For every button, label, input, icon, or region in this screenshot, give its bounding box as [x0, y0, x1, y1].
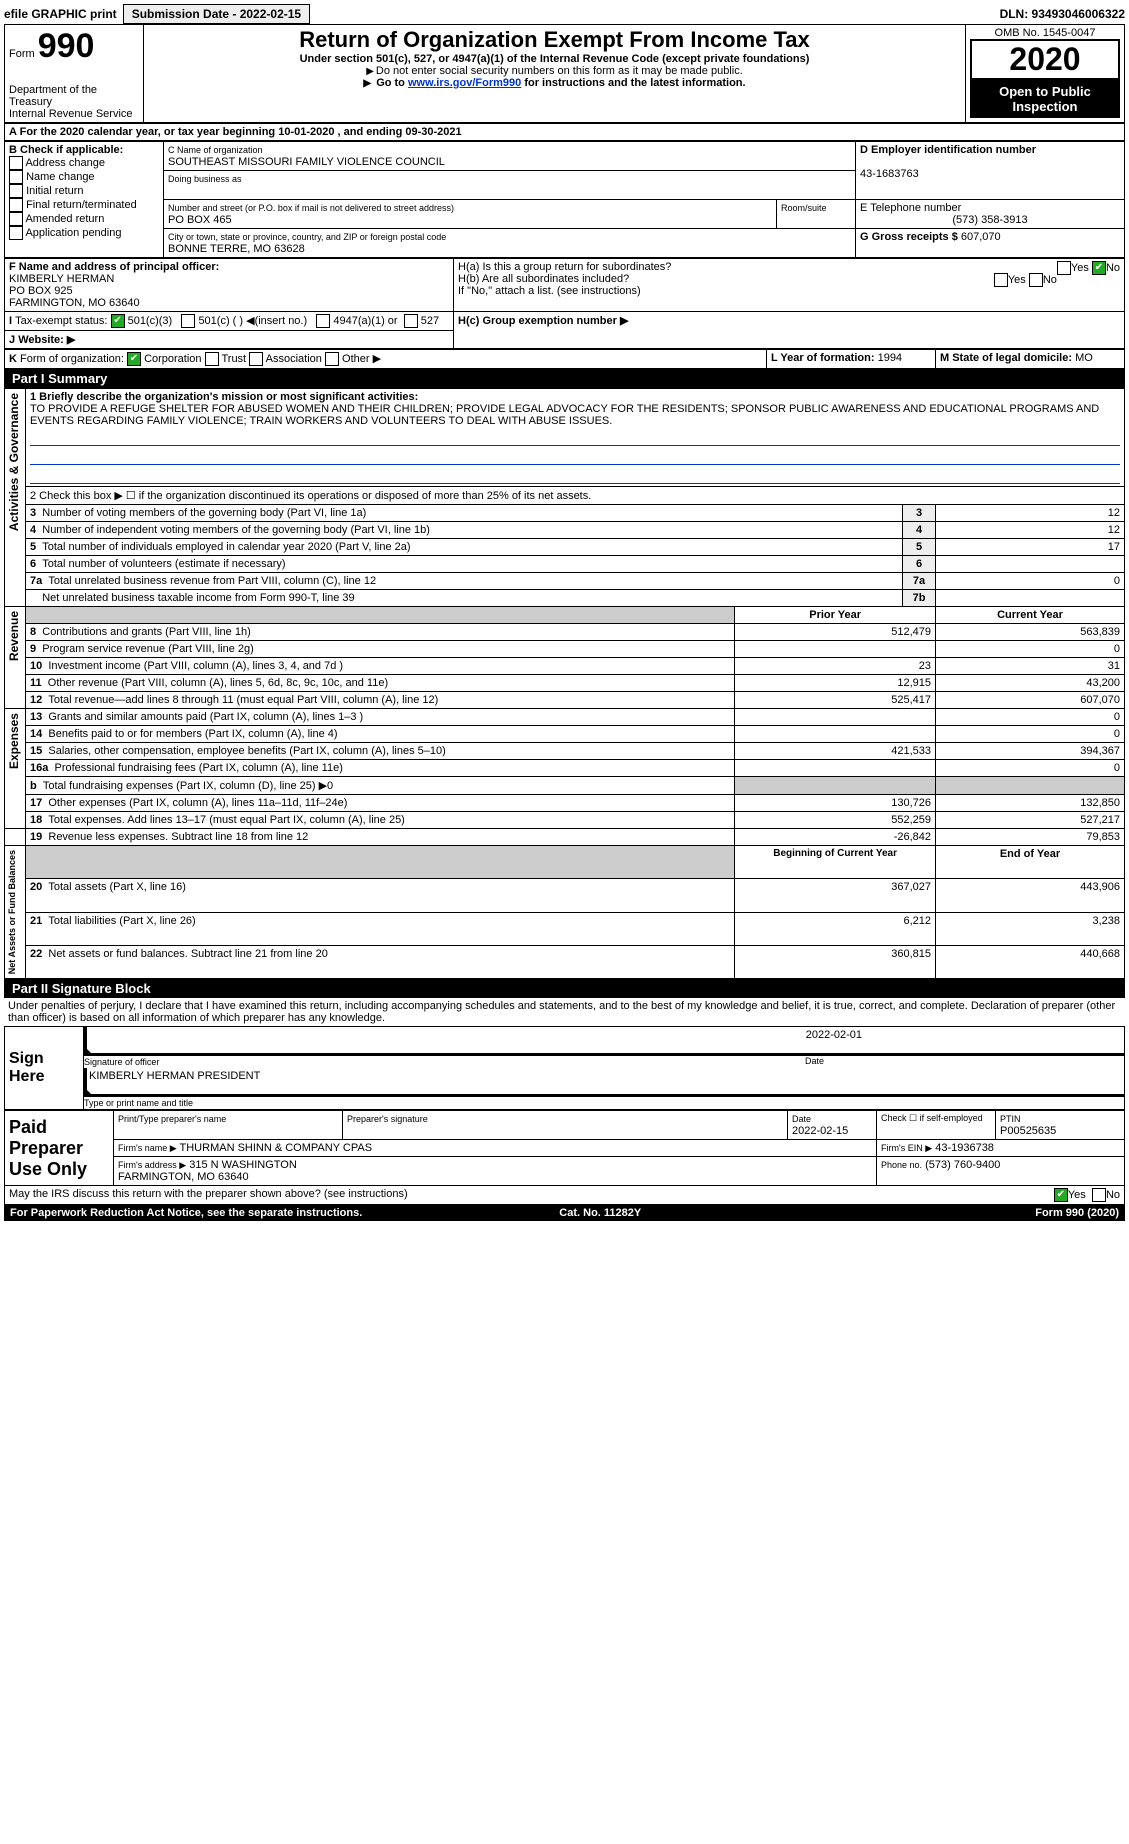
open-public-badge: Open to Public Inspection: [970, 80, 1120, 118]
rev-row: 8 Contributions and grants (Part VIII, l…: [5, 624, 1125, 641]
part1-table: Activities & Governance 1 Briefly descri…: [4, 388, 1125, 979]
form-number: 990: [38, 27, 95, 65]
gov-label: Activities & Governance: [5, 389, 23, 535]
street-address: PO BOX 465: [168, 214, 232, 226]
form-subtitle: Under section 501(c), 527, or 4947(a)(1)…: [148, 53, 961, 65]
pra-notice: For Paperwork Reduction Act Notice, see …: [10, 1207, 362, 1219]
firm-name: THURMAN SHINN & COMPANY CPAS: [180, 1142, 373, 1154]
net-row: 20 Total assets (Part X, line 16)367,027…: [5, 879, 1125, 912]
sign-here-label: Sign Here: [5, 1027, 84, 1110]
period-row: A For the 2020 calendar year, or tax yea…: [4, 123, 1125, 141]
ein-value: 43-1683763: [860, 168, 919, 180]
org-name: SOUTHEAST MISSOURI FAMILY VIOLENCE COUNC…: [168, 156, 445, 168]
form-org-row: K Form of organization: Corporation Trus…: [4, 349, 1125, 369]
ha-no-checkbox[interactable]: [1092, 261, 1106, 275]
net-row: 21 Total liabilities (Part X, line 26)6,…: [5, 912, 1125, 945]
app-pending-checkbox[interactable]: [9, 226, 23, 240]
form-page: Form 990 (2020): [1035, 1207, 1119, 1219]
gov-row: 3 Number of voting members of the govern…: [5, 505, 1125, 522]
final-return-checkbox[interactable]: [9, 198, 23, 212]
officer-name: KIMBERLY HERMAN: [9, 273, 114, 285]
firm-ein: 43-1936738: [935, 1142, 994, 1154]
omb-number: OMB No. 1545-0047: [970, 27, 1120, 39]
assoc-checkbox[interactable]: [249, 352, 263, 366]
part1-header: Part I Summary: [4, 369, 1125, 388]
goto-prefix: Go to: [376, 77, 408, 89]
form-header: Form 990 Department of the Treasury Inte…: [4, 24, 1125, 123]
gov-row: 5 Total number of individuals employed i…: [5, 539, 1125, 556]
exp-row: 16a Professional fundraising fees (Part …: [5, 760, 1125, 777]
rev-label: Revenue: [5, 607, 23, 665]
discuss-no-checkbox[interactable]: [1092, 1188, 1106, 1202]
firm-phone: (573) 760-9400: [925, 1159, 1000, 1171]
rev-row: 11 Other revenue (Part VIII, column (A),…: [5, 675, 1125, 692]
phone-value: (573) 358-3913: [860, 214, 1120, 226]
gov-row: Net unrelated business taxable income fr…: [5, 590, 1125, 607]
4947-checkbox[interactable]: [316, 314, 330, 328]
discuss-yes-checkbox[interactable]: [1054, 1188, 1068, 1202]
ptin: P00525635: [1000, 1125, 1056, 1137]
year-formation: 1994: [878, 352, 902, 364]
exp-label: Expenses: [5, 709, 23, 773]
form-title: Return of Organization Exempt From Incom…: [148, 27, 961, 53]
state-domicile: MO: [1075, 352, 1093, 364]
part2-header: Part II Signature Block: [4, 979, 1125, 998]
trust-checkbox[interactable]: [205, 352, 219, 366]
exp-row: 18 Total expenses. Add lines 13–17 (must…: [5, 812, 1125, 829]
paid-preparer-label: Paid Preparer Use Only: [5, 1111, 114, 1186]
name-change-checkbox[interactable]: [9, 170, 23, 184]
initial-return-checkbox[interactable]: [9, 184, 23, 198]
501c3-checkbox[interactable]: [111, 314, 125, 328]
exp-row: 15 Salaries, other compensation, employe…: [5, 743, 1125, 760]
goto-suffix: for instructions and the latest informat…: [524, 77, 745, 89]
net-row: 22 Net assets or fund balances. Subtract…: [5, 946, 1125, 979]
hb-yes-checkbox[interactable]: [994, 273, 1008, 287]
exp-row: 14 Benefits paid to or for members (Part…: [5, 726, 1125, 743]
perjury-text: Under penalties of perjury, I declare th…: [4, 998, 1125, 1026]
dln: DLN: 93493046006322: [1000, 7, 1125, 21]
gov-row: 4 Number of independent voting members o…: [5, 522, 1125, 539]
entity-info: B Check if applicable: Address change Na…: [4, 141, 1125, 258]
rev-row: 10 Investment income (Part VIII, column …: [5, 658, 1125, 675]
rev-row: 9 Program service revenue (Part VIII, li…: [5, 641, 1125, 658]
exp-row: 17 Other expenses (Part IX, column (A), …: [5, 795, 1125, 812]
gov-row: 6 Total number of volunteers (estimate i…: [5, 556, 1125, 573]
tax-year: 2020: [970, 39, 1120, 80]
gov-row: 7a Total unrelated business revenue from…: [5, 573, 1125, 590]
527-checkbox[interactable]: [404, 314, 418, 328]
line2: 2 Check this box ▶ ☐ if the organization…: [26, 487, 1125, 505]
exp-row: 19 Revenue less expenses. Subtract line …: [5, 829, 1125, 846]
ssn-note: Do not enter social security numbers on …: [148, 65, 961, 77]
paid-preparer: Paid Preparer Use Only Print/Type prepar…: [4, 1110, 1125, 1205]
efile-label: efile GRAPHIC print: [4, 7, 117, 21]
corp-checkbox[interactable]: [127, 352, 141, 366]
top-bar: efile GRAPHIC print Submission Date - 20…: [4, 4, 1125, 24]
mission-text: TO PROVIDE A REFUGE SHELTER FOR ABUSED W…: [30, 403, 1099, 427]
period-text: A For the 2020 calendar year, or tax yea…: [5, 124, 1125, 141]
footer: For Paperwork Reduction Act Notice, see …: [4, 1205, 1125, 1221]
officer-group-info: F Name and address of principal officer:…: [4, 258, 1125, 349]
rev-row: 12 Total revenue—add lines 8 through 11 …: [5, 692, 1125, 709]
amended-checkbox[interactable]: [9, 212, 23, 226]
addr-change-checkbox[interactable]: [9, 156, 23, 170]
other-checkbox[interactable]: [325, 352, 339, 366]
ha-yes-checkbox[interactable]: [1057, 261, 1071, 275]
exp-row: b Total fundraising expenses (Part IX, c…: [5, 777, 1125, 795]
box-b: B Check if applicable: Address change Na…: [5, 142, 164, 258]
net-label: Net Assets or Fund Balances: [5, 846, 19, 978]
submission-date-button[interactable]: Submission Date - 2022-02-15: [123, 4, 310, 24]
sig-date: 2022-02-01: [806, 1029, 1122, 1041]
ein-label: D Employer identification number: [860, 144, 1036, 156]
form-label: Form: [9, 48, 35, 60]
city-state-zip: BONNE TERRE, MO 63628: [168, 243, 305, 255]
hb-no-checkbox[interactable]: [1029, 273, 1043, 287]
form990-link[interactable]: www.irs.gov/Form990: [408, 77, 521, 89]
dept-treasury: Department of the Treasury Internal Reve…: [9, 84, 139, 120]
catalog-number: Cat. No. 11282Y: [559, 1207, 641, 1219]
officer-printed: KIMBERLY HERMAN PRESIDENT: [89, 1070, 260, 1082]
gross-receipts: 607,070: [961, 231, 1001, 243]
signature-block: Sign Here 2022-02-01 Signature of office…: [4, 1026, 1125, 1110]
501c-checkbox[interactable]: [181, 314, 195, 328]
